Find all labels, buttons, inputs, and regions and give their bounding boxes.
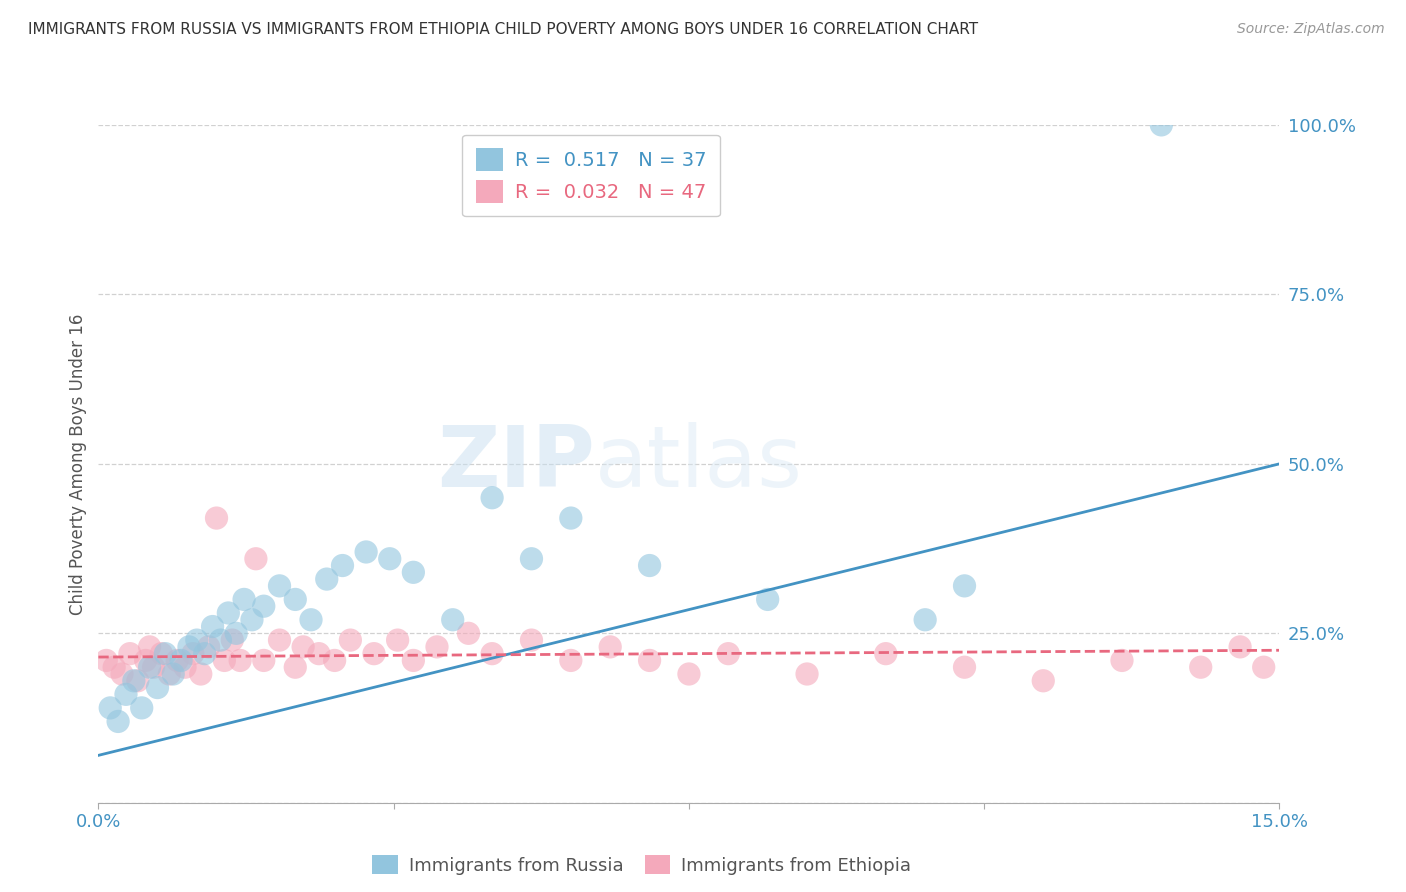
Point <box>115 687 138 701</box>
Point <box>240 613 263 627</box>
Point <box>308 647 330 661</box>
Point <box>269 633 291 648</box>
Text: atlas: atlas <box>595 422 803 506</box>
Point <box>953 579 976 593</box>
Point <box>253 599 276 614</box>
Point <box>98 701 121 715</box>
Point <box>599 640 621 654</box>
Point <box>233 592 256 607</box>
Point <box>481 491 503 505</box>
Point <box>186 633 208 648</box>
Point <box>292 640 315 654</box>
Point <box>245 551 267 566</box>
Point <box>560 511 582 525</box>
Point <box>1032 673 1054 688</box>
Point <box>150 647 173 661</box>
Point <box>387 633 409 648</box>
Point <box>1150 118 1173 132</box>
Point <box>225 626 247 640</box>
Point <box>363 647 385 661</box>
Point <box>197 640 219 654</box>
Point <box>1253 660 1275 674</box>
Point <box>201 619 224 633</box>
Text: Source: ZipAtlas.com: Source: ZipAtlas.com <box>1237 22 1385 37</box>
Point <box>229 653 252 667</box>
Point <box>174 660 197 674</box>
Point <box>118 647 141 661</box>
Point <box>209 633 232 648</box>
Point <box>157 667 180 681</box>
Point <box>166 653 188 667</box>
Point <box>194 647 217 661</box>
Point <box>914 613 936 627</box>
Point <box>269 579 291 593</box>
Point <box>457 626 479 640</box>
Legend: Immigrants from Russia, Immigrants from Ethiopia: Immigrants from Russia, Immigrants from … <box>366 848 918 882</box>
Point <box>796 667 818 681</box>
Point <box>756 592 779 607</box>
Point <box>560 653 582 667</box>
Point <box>111 667 134 681</box>
Point <box>217 606 239 620</box>
Point <box>441 613 464 627</box>
Point <box>103 660 125 674</box>
Point <box>284 660 307 674</box>
Point <box>214 653 236 667</box>
Point <box>332 558 354 573</box>
Point <box>138 660 160 674</box>
Point <box>402 653 425 667</box>
Point <box>177 640 200 654</box>
Point <box>1111 653 1133 667</box>
Point <box>190 667 212 681</box>
Point <box>638 653 661 667</box>
Point <box>96 653 118 667</box>
Point <box>162 667 184 681</box>
Point <box>142 660 165 674</box>
Point <box>315 572 337 586</box>
Point <box>205 511 228 525</box>
Point <box>155 647 177 661</box>
Point <box>875 647 897 661</box>
Point <box>323 653 346 667</box>
Point <box>520 551 543 566</box>
Point <box>122 673 145 688</box>
Point <box>299 613 322 627</box>
Point <box>378 551 401 566</box>
Point <box>520 633 543 648</box>
Point <box>481 647 503 661</box>
Text: IMMIGRANTS FROM RUSSIA VS IMMIGRANTS FROM ETHIOPIA CHILD POVERTY AMONG BOYS UNDE: IMMIGRANTS FROM RUSSIA VS IMMIGRANTS FRO… <box>28 22 979 37</box>
Point <box>170 653 193 667</box>
Point <box>717 647 740 661</box>
Point <box>138 640 160 654</box>
Point <box>127 673 149 688</box>
Point <box>221 633 243 648</box>
Point <box>354 545 377 559</box>
Point <box>107 714 129 729</box>
Point <box>131 701 153 715</box>
Point <box>253 653 276 667</box>
Point <box>953 660 976 674</box>
Point <box>181 647 204 661</box>
Point <box>339 633 361 648</box>
Point <box>146 681 169 695</box>
Point <box>1229 640 1251 654</box>
Point <box>1189 660 1212 674</box>
Point <box>678 667 700 681</box>
Text: ZIP: ZIP <box>437 422 595 506</box>
Point <box>284 592 307 607</box>
Point <box>638 558 661 573</box>
Y-axis label: Child Poverty Among Boys Under 16: Child Poverty Among Boys Under 16 <box>69 313 87 615</box>
Point <box>426 640 449 654</box>
Point <box>402 566 425 580</box>
Point <box>135 653 157 667</box>
